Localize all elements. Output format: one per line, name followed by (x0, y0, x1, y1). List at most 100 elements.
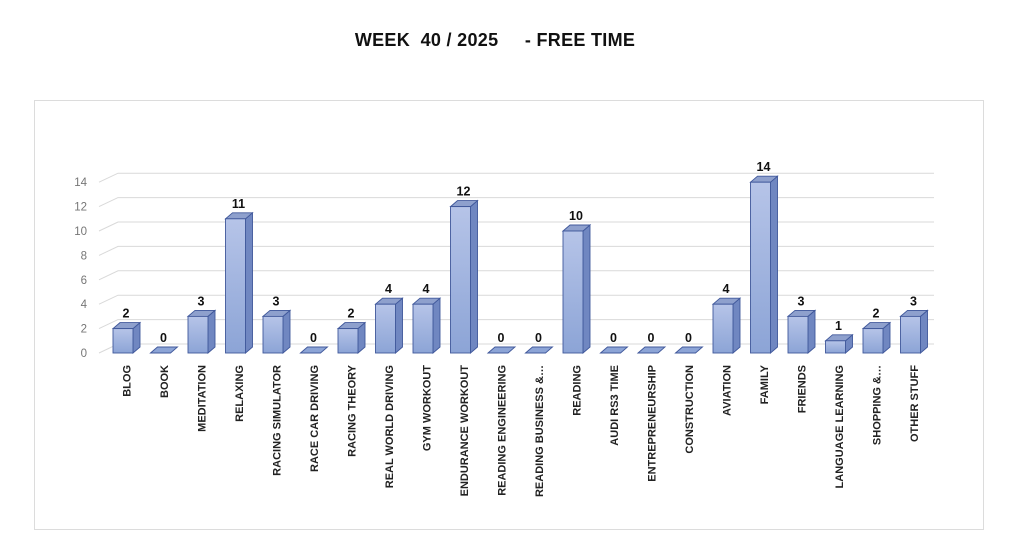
data-label: 3 (910, 294, 917, 308)
y-axis-tick-label: 10 (74, 226, 87, 238)
category-label: RACE CAR DRIVING (309, 365, 321, 472)
bar-zero-slab (636, 346, 667, 354)
category-label: GYM WORKOUT (422, 365, 434, 451)
bar-group-real-world-driving: 4 REAL WORLD DRIVING (374, 282, 404, 488)
bar-side-face (582, 224, 591, 354)
data-label: 3 (198, 294, 205, 308)
bar-front-face (562, 230, 584, 354)
bar-side-face (245, 211, 253, 354)
bar-front-face (112, 328, 134, 354)
gridline-8 (98, 245, 934, 256)
data-label: 0 (160, 331, 167, 345)
category-label: READING (572, 365, 584, 416)
category-label: CONSTRUCTION (684, 365, 696, 454)
category-label: FRIENDS (797, 365, 809, 413)
bar-zero-slab (149, 346, 179, 354)
category-label: RACING SIMULATOR (272, 365, 284, 476)
bar-front-face (900, 315, 921, 354)
category-label: AUDI RS3 TIME (609, 365, 621, 446)
category-label: ENDURANCE WORKOUT (459, 365, 471, 497)
category-label: MEDITATION (197, 365, 209, 432)
category-label: SHOPPING &… (872, 365, 884, 445)
gridline-4 (98, 294, 934, 305)
bar-side-face (920, 309, 928, 354)
y-axis-tick-label: 2 (81, 324, 87, 336)
data-label: 11 (232, 197, 245, 211)
chart-frame: 0 2 4 6 8 10 12 14 2 BLOG 0 BOOK 3 MEDITATION 11 RELAXI… (34, 100, 984, 530)
bar-front-face (712, 303, 734, 354)
y-axis-tick-label: 0 (81, 348, 87, 360)
category-label: LANGUAGE LEARNING (834, 365, 846, 488)
category-label: OTHER STUFF (909, 365, 921, 442)
bar-group-construction: 0 CONSTRUCTION (674, 331, 704, 454)
bar-zero-slab (486, 346, 517, 354)
data-label: 4 (423, 282, 430, 296)
data-label: 2 (873, 307, 880, 321)
y-axis-tick-label: 14 (74, 177, 87, 189)
data-label: 0 (310, 331, 317, 345)
data-label: 0 (498, 331, 505, 345)
bar-group-aviation: 4 AVIATION (711, 282, 742, 416)
bar-front-face (450, 206, 471, 354)
data-label: 3 (273, 294, 280, 308)
category-label: READING BUSINESS &… (534, 365, 546, 497)
data-label: 12 (457, 185, 471, 199)
y-axis-tick-label: 6 (81, 275, 87, 287)
bar-group-race-car-driving: 0 RACE CAR DRIVING (299, 331, 329, 472)
bar-side-face (282, 309, 291, 354)
bar-group-family: 14 FAMILY (749, 160, 779, 404)
gridline-6 (98, 270, 934, 281)
bar-group-entrepreneurship: 0 ENTREPRENEURSHIP (636, 331, 667, 482)
bar-group-relaxing: 11 RELAXING (224, 197, 254, 422)
bar-front-face (225, 218, 246, 354)
bar-group-blog: 2 BLOG (111, 307, 142, 397)
bar-side-face (770, 175, 778, 354)
data-label: 2 (348, 307, 355, 321)
bar-group-shopping: 2 SHOPPING &… (861, 307, 892, 445)
data-label: 0 (535, 331, 542, 345)
bar-zero-slab (299, 346, 329, 354)
bar-front-face (787, 315, 809, 354)
bar-group-reading: 10 READING (561, 209, 592, 416)
category-label: AVIATION (722, 365, 734, 416)
bar-zero-slab (599, 346, 629, 354)
bar-side-face (807, 309, 816, 354)
category-label: BLOG (122, 365, 134, 397)
bar-front-face (825, 340, 846, 354)
bar-group-language-learning: 1 LANGUAGE LEARNING (824, 319, 854, 488)
bar-group-friends: 3 FRIENDS (786, 294, 817, 413)
bar-group-reading-business: 0 READING BUSINESS &… (524, 331, 554, 497)
y-axis-tick-label: 8 (81, 250, 87, 262)
bar-group-other-stuff: 3 OTHER STUFF (899, 294, 929, 442)
bar-side-face (732, 297, 741, 354)
y-axis-tick-label: 4 (81, 299, 88, 311)
bar-front-face (862, 328, 884, 354)
bar-front-face (750, 181, 771, 354)
bar-group-racing-simulator: 3 RACING SIMULATOR (261, 294, 292, 476)
bar-group-racing-theory: 2 RACING THEORY (336, 307, 367, 457)
category-label: ENTREPRENEURSHIP (647, 365, 659, 482)
bar-group-book: 0 BOOK (149, 331, 179, 398)
category-label: READING ENGINEERING (497, 365, 509, 496)
category-label: RELAXING (234, 365, 246, 422)
bar-zero-slab (524, 346, 554, 354)
bar-group-gym-workout: 4 GYM WORKOUT (411, 282, 442, 451)
bar-side-face (395, 297, 403, 354)
bar-group-reading-engineering: 0 READING ENGINEERING (486, 331, 517, 496)
data-label: 14 (757, 160, 771, 174)
category-label: REAL WORLD DRIVING (384, 365, 396, 488)
bar-front-face (187, 315, 209, 354)
bar-zero-slab (674, 346, 704, 354)
data-label: 4 (723, 282, 730, 296)
gridline-14 (98, 172, 934, 183)
bar-front-face (262, 315, 284, 354)
data-label: 2 (123, 307, 130, 321)
data-label: 0 (685, 331, 692, 345)
y-axis-tick-label: 12 (74, 202, 87, 214)
bar-front-face (412, 303, 434, 354)
bar-front-face (375, 303, 396, 354)
category-label: FAMILY (759, 364, 771, 404)
chart-title: WEEK 40 / 2025 - FREE TIME (354, 30, 636, 50)
